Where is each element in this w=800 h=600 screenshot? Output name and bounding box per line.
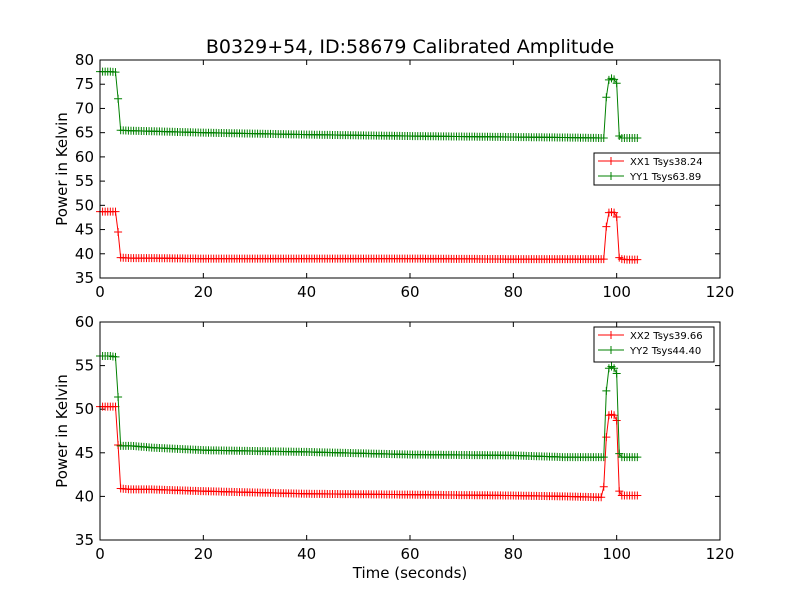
x-tick-label: 20 [194,545,213,563]
data-point-marker [610,411,619,420]
y-tick-label: 55 [75,357,94,375]
x-tick-label: 60 [400,283,419,301]
y-tick-label: 55 [75,172,94,190]
series-line [100,71,638,139]
data-point-marker [612,416,621,425]
x-tick-label: 0 [95,283,105,301]
data-point-marker [599,482,608,491]
x-tick-label: 20 [194,283,213,301]
y-axis-label: Power in Kelvin [53,112,71,226]
y-tick-label: 75 [75,75,94,93]
figure-title: B0329+54, ID:58679 Calibrated Amplitude [206,36,614,58]
plot-frame [99,321,721,541]
series-1-1 [96,207,642,264]
data-point-marker [111,352,120,361]
x-tick-label: 120 [706,283,735,301]
data-point-marker [114,392,123,401]
legend-entry-label: XX2 Tsys39.66 [630,331,703,342]
data-point-marker [633,255,642,264]
series-1-2 [96,67,642,142]
legend-entry-label: YY2 Tsys44.40 [629,346,701,357]
data-point-marker [114,227,123,236]
y-tick-label: 65 [75,124,94,142]
legend-box [593,152,721,186]
y-tick-label: 80 [75,51,94,69]
data-point-marker [615,487,624,496]
data-point-marker [612,79,621,88]
legend-marker [607,346,615,354]
x-tick-label: 40 [297,545,316,563]
y-tick-label: 35 [75,269,94,287]
y-tick-label: 50 [75,196,94,214]
data-point-marker [597,493,606,502]
data-point-marker [114,94,123,103]
legend: XX1 Tsys38.24 YY1 Tsys63.89 [593,152,721,186]
data-point-marker [612,212,621,221]
x-tick-label: 100 [602,283,631,301]
data-point-marker [633,491,642,500]
data-point-marker [111,207,120,216]
x-tick-label: 120 [706,545,735,563]
legend: XX2 Tsys39.66 YY2 Tsys44.40 [593,326,715,363]
data-point-marker [602,386,611,395]
series-2-1 [96,402,642,502]
data-point-marker [602,222,611,231]
data-point-marker [610,364,619,373]
y-tick-label: 60 [75,148,94,166]
data-point-marker [599,133,608,142]
series-line [100,211,638,261]
series-line [100,355,638,458]
y-tick-label: 70 [75,99,94,117]
x-tick-label: 100 [602,545,631,563]
legend-marker [607,157,615,165]
y-tick-label: 45 [75,444,94,462]
data-point-marker [633,133,642,142]
data-point-marker [599,255,608,264]
series-2-2 [96,352,642,462]
y-tick-label: 40 [75,245,94,263]
x-tick-label: 0 [95,545,105,563]
x-tick-label: 40 [297,283,316,301]
y-tick-label: 50 [75,400,94,418]
data-point-marker [111,68,120,77]
legend-box [593,326,715,363]
x-axis-label: Time (seconds) [352,564,468,582]
y-tick-label: 40 [75,487,94,505]
y-tick-label: 60 [75,313,94,331]
data-point-marker [633,453,642,462]
data-point-marker [612,369,621,378]
legend-marker [607,172,615,180]
x-tick-label: 80 [504,545,523,563]
chart-panel-2: 0 20 40 60 80 100 120 35 40 45 50 55 60 Power in Kelv… [53,313,734,582]
x-tick-label: 80 [504,283,523,301]
legend-entry-label: YY1 Tsys63.89 [629,172,701,183]
y-tick-label: 35 [75,531,94,549]
data-point-marker [610,208,619,217]
data-point-marker [599,453,608,462]
y-tick-label: 45 [75,221,94,239]
data-point-marker [602,93,611,102]
legend-marker [607,331,615,339]
y-axis-label: Power in Kelvin [53,374,71,488]
chart-panel-1: 0 20 40 60 80 100 120 35 40 45 50 55 60 65 70 75 80 Power… [53,51,734,301]
legend-entry-label: XX1 Tsys38.24 [630,157,703,168]
data-point-marker [602,433,611,442]
x-tick-label: 60 [400,545,419,563]
